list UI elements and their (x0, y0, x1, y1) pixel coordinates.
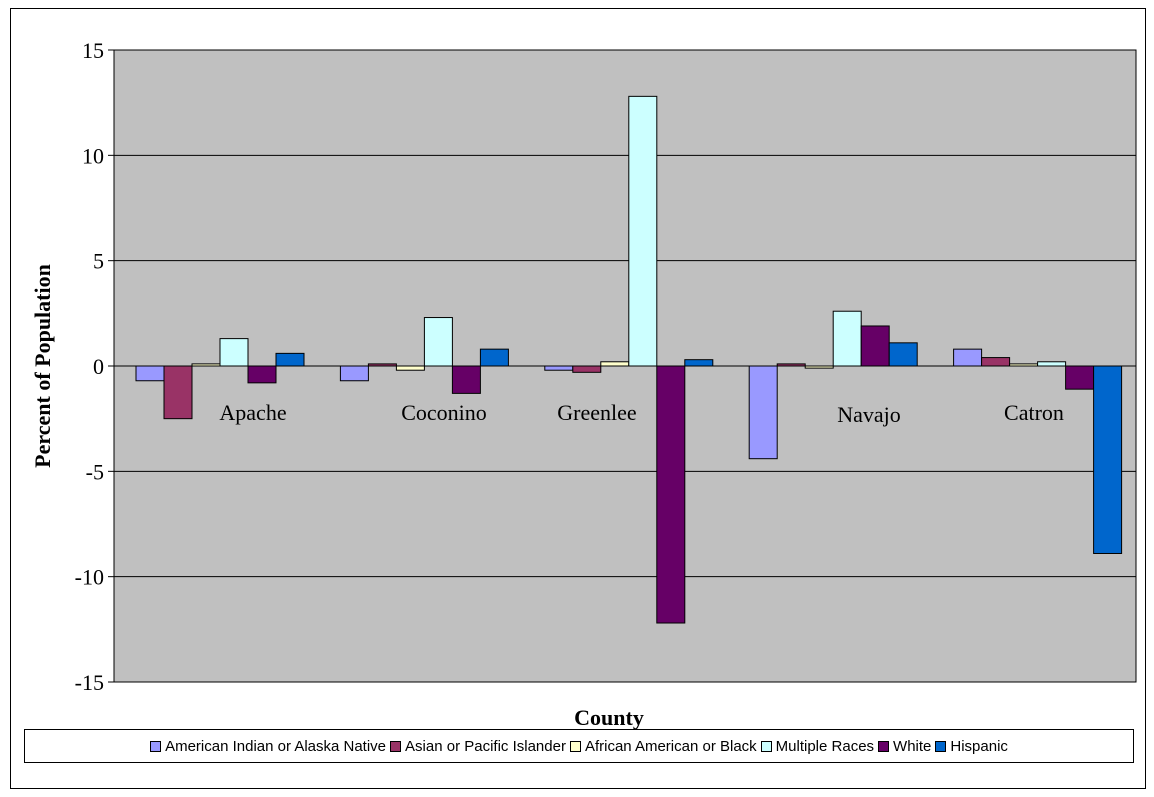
y-tick-label: 5 (93, 249, 104, 274)
category-labels: Apache Coconino Greenlee Navajo Catron (219, 400, 1064, 427)
bar (544, 365, 574, 371)
y-axis-ticks: 15 10 5 0 -5 -10 -15 (75, 38, 114, 695)
legend-label: American Indian or Alaska Native (165, 737, 387, 755)
legend-item: Hispanic (935, 738, 1008, 755)
bar (395, 365, 425, 371)
bar (860, 325, 890, 367)
bar (339, 365, 369, 382)
legend-label: Multiple Races (775, 737, 875, 755)
bar (451, 365, 481, 394)
bar (219, 338, 249, 367)
bar (275, 352, 305, 367)
category-label: Coconino (401, 400, 487, 425)
legend: American Indian or Alaska Native Asian or… (24, 729, 1134, 763)
bar (163, 365, 193, 420)
legend-swatch (760, 740, 772, 752)
category-label: Greenlee (557, 400, 636, 425)
gridlines (114, 154, 1136, 578)
bar (656, 365, 686, 624)
bar (572, 365, 602, 373)
bar (1093, 365, 1123, 554)
y-tick-label: -10 (75, 565, 104, 590)
y-axis-title: Percent of Population (30, 264, 55, 468)
legend-item: Multiple Races (760, 737, 875, 755)
legend-swatch (390, 740, 402, 752)
y-tick-label: -5 (86, 459, 104, 484)
legend-swatch (569, 740, 581, 752)
bar (247, 365, 277, 384)
bar (748, 365, 778, 460)
category-label: Apache (219, 400, 286, 425)
legend-item: Asian or Pacific Islander (390, 738, 566, 755)
y-tick-label: 15 (82, 38, 104, 63)
category-label: Navajo (837, 402, 901, 427)
bar (135, 365, 165, 382)
legend-label: African American or Black (584, 737, 757, 755)
y-tick-label: 10 (82, 143, 104, 168)
bar (479, 348, 509, 367)
legend-label: Hispanic (950, 737, 1008, 755)
y-tick-label: 0 (93, 354, 104, 379)
legend-swatch (935, 740, 947, 752)
legend-label: White (893, 737, 932, 755)
legend-item: White (878, 738, 931, 755)
bar (1037, 361, 1067, 367)
y-tick-label: -15 (75, 670, 104, 695)
bar (684, 359, 714, 367)
legend-item: African American or Black (569, 737, 757, 755)
bar (628, 95, 658, 367)
legend-swatch (878, 740, 890, 752)
legend-item: American Indian or Alaska Native (150, 738, 386, 755)
bar (888, 342, 918, 367)
legend-label: Asian or Pacific Islander (405, 737, 566, 755)
legend-swatch (150, 740, 162, 752)
bar (423, 317, 453, 367)
category-label: Catron (1004, 400, 1064, 425)
bar (1065, 365, 1095, 390)
bar (981, 357, 1011, 367)
bars-group (135, 95, 1123, 624)
x-axis-title: County (574, 705, 644, 730)
bar (832, 310, 862, 367)
bar (953, 348, 983, 367)
bar (600, 361, 630, 367)
